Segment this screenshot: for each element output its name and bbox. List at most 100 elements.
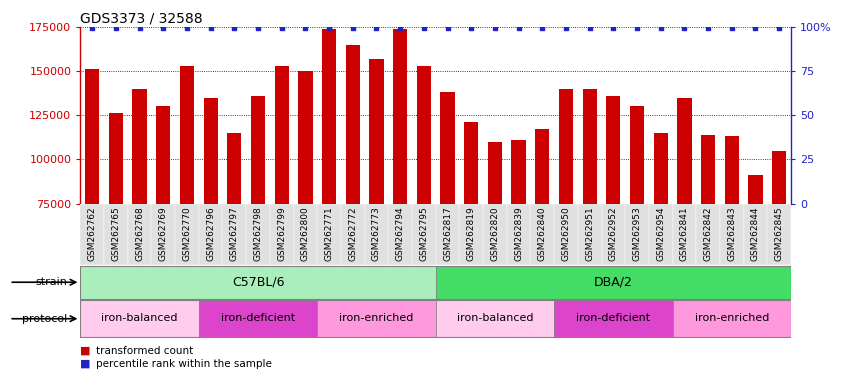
Text: iron-balanced: iron-balanced [457,313,533,323]
Text: GSM262845: GSM262845 [775,207,783,261]
Text: strain: strain [36,277,68,287]
Text: GSM262950: GSM262950 [562,207,570,262]
Text: GSM262769: GSM262769 [159,207,168,262]
Point [322,25,336,31]
Point [275,25,288,31]
Point [630,25,644,31]
Bar [536,129,549,204]
Bar [607,96,620,204]
Text: C57BL/6: C57BL/6 [232,275,284,288]
Text: GSM262794: GSM262794 [396,207,404,261]
Bar [436,266,791,299]
Bar [199,204,222,265]
Text: GSM262765: GSM262765 [112,207,120,262]
Bar [199,300,317,337]
Point [393,25,407,31]
Bar [507,204,530,265]
Bar [749,175,762,204]
Bar [388,204,412,265]
Point [204,25,217,31]
Text: GSM262844: GSM262844 [751,207,760,261]
Bar [744,204,767,265]
Point [488,25,502,31]
Text: GSM262773: GSM262773 [372,207,381,262]
Text: GSM262954: GSM262954 [656,207,665,261]
Text: GSM262840: GSM262840 [538,207,547,261]
Text: GSM262819: GSM262819 [467,207,475,262]
Point [559,25,573,31]
Bar [554,204,578,265]
Bar [720,204,744,265]
Bar [157,106,170,204]
Bar [294,204,317,265]
Bar [488,142,502,204]
Bar [459,204,483,265]
Text: GSM262770: GSM262770 [183,207,191,262]
Text: GDS3373 / 32588: GDS3373 / 32588 [80,12,203,26]
Point [417,25,431,31]
Bar [175,204,199,265]
Text: GSM262795: GSM262795 [420,207,428,262]
Bar [133,89,146,204]
Bar [696,204,720,265]
Bar [393,29,407,204]
Bar [275,66,288,204]
Bar [649,204,673,265]
Text: GSM262817: GSM262817 [443,207,452,262]
Bar [417,66,431,204]
Bar [180,66,194,204]
Bar [270,204,294,265]
Bar [80,300,199,337]
Text: GSM262842: GSM262842 [704,207,712,261]
Bar [725,136,739,204]
Bar [625,204,649,265]
Point [701,25,715,31]
Text: GSM262798: GSM262798 [254,207,262,262]
Bar [654,133,667,204]
Point [725,25,739,31]
Point [299,25,312,31]
Point [109,25,123,31]
Point [772,25,786,31]
Text: GSM262799: GSM262799 [277,207,286,262]
Bar [578,204,602,265]
Bar [370,59,383,204]
Point [346,25,360,31]
Point [512,25,525,31]
Point [607,25,620,31]
Bar [701,135,715,204]
Text: GSM262839: GSM262839 [514,207,523,262]
Bar [767,204,791,265]
Bar [317,204,341,265]
Text: ■: ■ [80,346,91,356]
Bar [222,204,246,265]
Bar [246,204,270,265]
Bar [772,151,786,204]
Bar [602,204,625,265]
Bar [151,204,175,265]
Point [370,25,383,31]
Text: iron-enriched: iron-enriched [339,313,414,323]
Point [85,25,99,31]
Text: protocol: protocol [23,314,68,324]
Text: GSM262841: GSM262841 [680,207,689,261]
Bar [441,92,454,204]
Text: GSM262951: GSM262951 [585,207,594,262]
Bar [228,133,241,204]
Bar [412,204,436,265]
Bar [104,204,128,265]
Text: GSM262768: GSM262768 [135,207,144,262]
Text: GSM262820: GSM262820 [491,207,499,261]
Text: DBA/2: DBA/2 [594,275,633,288]
Point [536,25,549,31]
Text: GSM262952: GSM262952 [609,207,618,261]
Bar [204,98,217,204]
Text: iron-deficient: iron-deficient [221,313,295,323]
Point [678,25,691,31]
Point [583,25,596,31]
Bar [554,300,673,337]
Text: percentile rank within the sample: percentile rank within the sample [96,359,272,369]
Bar [299,71,312,204]
Text: GSM262843: GSM262843 [728,207,736,261]
Bar [365,204,388,265]
